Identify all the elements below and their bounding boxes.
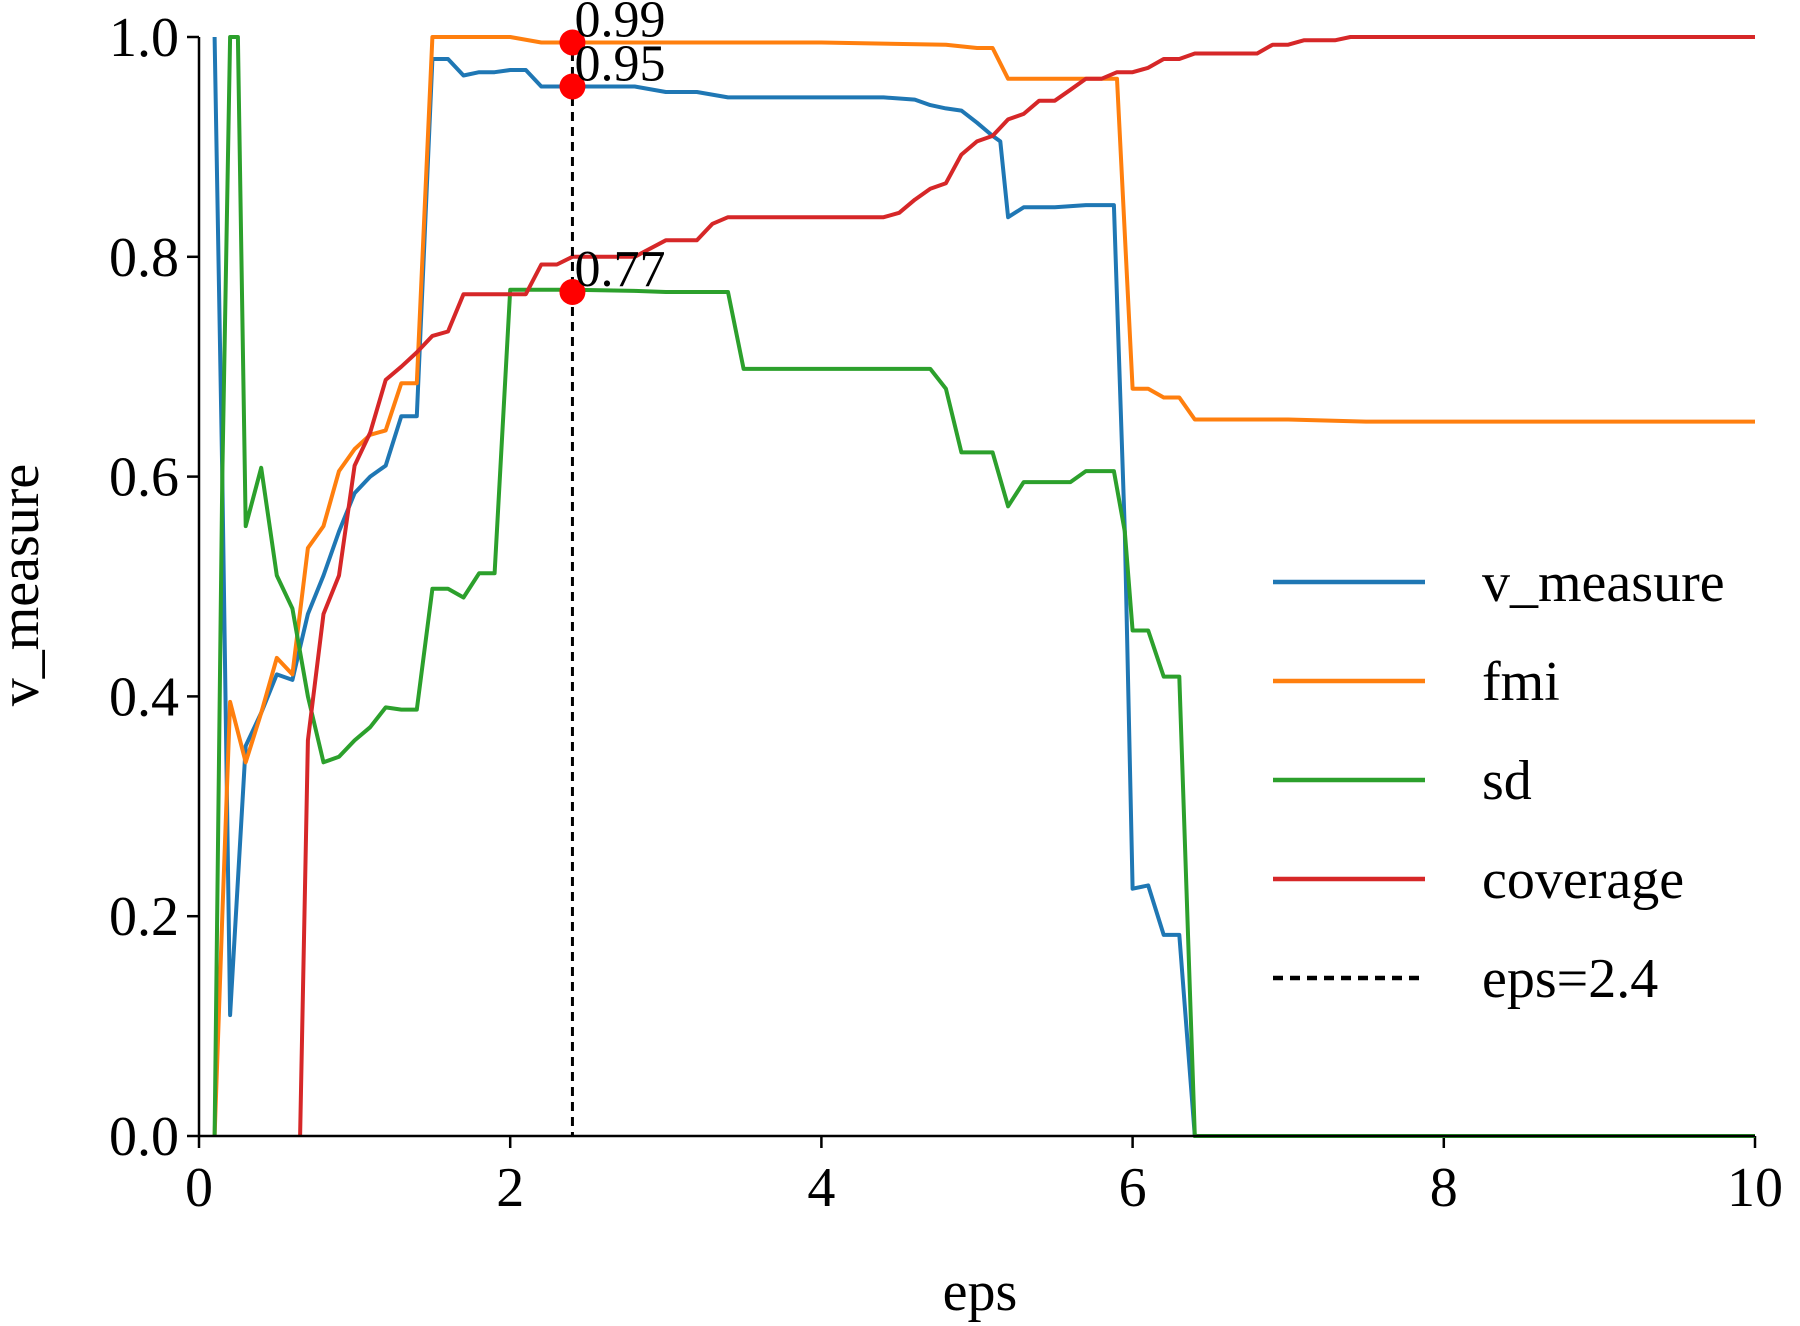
highlight-markers: 0.990.95 0.77 (559, 0, 665, 305)
highlight-label: 0.95 (574, 35, 665, 92)
x-tick-label: 2 (496, 1157, 524, 1219)
y-tick-label: 0.4 (109, 666, 179, 728)
plot-area (212, 35, 1755, 1138)
y-axis-label: v_measure (0, 464, 51, 707)
y-tick-label: 0.0 (109, 1106, 179, 1168)
highlight-point (559, 29, 586, 56)
axis-ticks: 0 2 4 6 8 10 0.0 0.2 0.4 0.6 0.8 1.0 (109, 7, 1783, 1219)
x-tick-label: 6 (1119, 1157, 1147, 1219)
y-tick-label: 1.0 (109, 7, 179, 69)
x-tick-label: 0 (185, 1157, 213, 1219)
x-tick-label: 4 (807, 1157, 835, 1219)
highlight-label: 0.77 (574, 241, 665, 298)
highlight-label: 0.99 (574, 0, 665, 48)
x-tick-label: 10 (1727, 1157, 1783, 1219)
legend-label: sd (1482, 750, 1532, 812)
series-line-sd (212, 35, 1755, 1138)
legend-label: fmi (1482, 651, 1560, 713)
y-tick-label: 0.6 (109, 447, 179, 509)
axes (197, 37, 1755, 1138)
y-tick-label: 0.2 (109, 886, 179, 948)
x-tick-label: 8 (1430, 1157, 1458, 1219)
x-axis-label: eps (943, 1261, 1018, 1323)
legend-label: eps=2.4 (1482, 948, 1658, 1010)
series-line-fmi (212, 35, 1755, 1137)
highlight-point (559, 73, 586, 100)
y-tick-label: 0.8 (109, 227, 179, 289)
series-line-coverage (298, 35, 1755, 1137)
highlight-point (559, 278, 586, 305)
legend-label: coverage (1482, 849, 1684, 911)
legend-label: v_measure (1482, 552, 1725, 614)
series-line-v-measure (212, 36, 1755, 1138)
